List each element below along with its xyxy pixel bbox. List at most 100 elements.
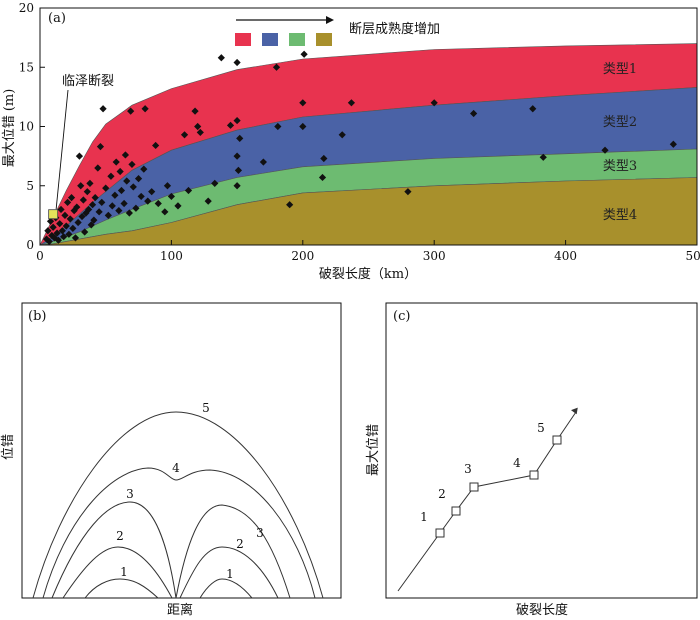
data-point	[120, 199, 128, 208]
data-point	[299, 99, 307, 107]
y-tick-label: 20	[19, 1, 34, 15]
annotation-leader	[55, 89, 69, 210]
slip-curve	[42, 467, 316, 599]
data-point	[144, 197, 152, 205]
data-point	[86, 179, 94, 187]
data-point	[125, 209, 133, 217]
data-point	[338, 131, 346, 139]
x-tick-label: 100	[160, 249, 183, 263]
data-point	[58, 227, 66, 235]
data-point	[54, 236, 62, 244]
data-point	[132, 204, 140, 212]
data-point	[204, 197, 212, 205]
slip-curve	[51, 501, 177, 599]
data-point	[140, 165, 148, 173]
data-point	[529, 105, 537, 113]
data-point	[56, 220, 64, 228]
stage-marker	[469, 482, 479, 492]
annotation-marker	[48, 209, 59, 220]
data-point	[601, 146, 609, 154]
curve-label: 2	[116, 529, 124, 543]
data-point	[87, 221, 95, 229]
y-tick-label: 10	[19, 120, 34, 134]
data-point	[167, 192, 175, 201]
data-point	[299, 122, 307, 131]
data-point	[102, 184, 110, 192]
panel-c-y-title: 最大位错	[366, 424, 381, 476]
curve-label: 5	[202, 401, 210, 415]
data-point	[111, 191, 119, 199]
data-point	[152, 141, 160, 150]
data-point	[65, 230, 73, 238]
panel-c-frame	[385, 302, 698, 599]
data-point	[90, 216, 98, 224]
data-point	[45, 237, 53, 246]
data-point	[233, 152, 241, 160]
y-tick-label: 15	[19, 60, 34, 74]
data-point	[217, 54, 225, 62]
stage-label: 2	[438, 487, 446, 501]
panel-label-a: (a)	[48, 11, 66, 26]
annotation-label: 临泽断裂	[62, 74, 114, 89]
x-axis-title: 破裂长度（km）	[319, 266, 417, 282]
data-point	[274, 122, 282, 131]
data-point	[44, 227, 52, 235]
slip-curve	[84, 578, 159, 599]
data-point	[404, 188, 412, 196]
data-point	[79, 196, 87, 204]
data-point	[470, 109, 478, 118]
data-point	[49, 223, 57, 231]
data-point	[191, 107, 199, 115]
curve-label: 3	[126, 487, 134, 501]
data-point	[137, 192, 145, 201]
slip-curve	[175, 504, 291, 599]
legend-swatch	[262, 33, 278, 46]
data-point	[161, 208, 169, 216]
data-point	[233, 116, 241, 125]
y-tick-label: 0	[26, 238, 34, 252]
growth-arrow-head	[571, 407, 578, 415]
data-point	[104, 211, 112, 219]
data-point	[233, 182, 241, 190]
data-point	[96, 143, 105, 151]
data-point	[73, 203, 81, 211]
data-point	[184, 186, 193, 195]
data-point	[234, 166, 243, 174]
slip-curve	[179, 546, 279, 599]
data-point	[57, 205, 65, 214]
data-point	[108, 202, 116, 210]
data-point	[121, 151, 130, 159]
band-label: 类型4	[603, 208, 637, 223]
data-point	[60, 233, 68, 241]
data-point	[236, 134, 244, 142]
panel-b-x-title: 距离	[167, 602, 193, 618]
data-point	[116, 167, 124, 176]
stage-marker	[451, 506, 461, 516]
stage-label: 1	[420, 510, 428, 524]
curve-label: 4	[172, 461, 180, 475]
data-point	[98, 198, 106, 206]
data-point	[81, 228, 89, 236]
slip-curve	[199, 578, 253, 599]
data-point	[211, 179, 219, 187]
data-point	[77, 182, 85, 190]
data-point	[134, 175, 143, 183]
legend-arrow-head	[326, 16, 334, 24]
data-point	[115, 207, 123, 215]
curve-label: 3	[256, 526, 264, 540]
data-point	[226, 121, 235, 129]
data-point	[430, 99, 438, 107]
data-point	[117, 186, 126, 195]
data-point	[62, 222, 70, 230]
stage-marker	[552, 435, 562, 445]
data-point	[320, 154, 328, 163]
x-tick-label: 200	[291, 249, 314, 263]
y-tick-label: 5	[26, 179, 34, 193]
data-point	[272, 63, 281, 71]
data-point	[196, 128, 204, 137]
data-point	[69, 224, 77, 233]
data-point	[112, 158, 120, 166]
data-point	[85, 205, 93, 214]
stage-marker	[435, 528, 445, 538]
